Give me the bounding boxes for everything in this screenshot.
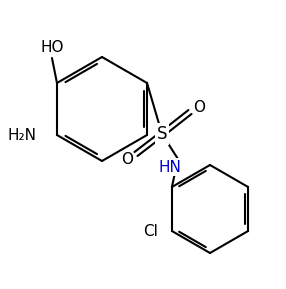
Text: Cl: Cl <box>143 223 158 238</box>
Text: H₂N: H₂N <box>8 127 37 142</box>
Text: O: O <box>193 99 205 114</box>
Text: S: S <box>157 125 167 143</box>
Text: HN: HN <box>158 160 181 175</box>
Text: O: O <box>121 151 133 166</box>
Text: HO: HO <box>40 40 64 55</box>
